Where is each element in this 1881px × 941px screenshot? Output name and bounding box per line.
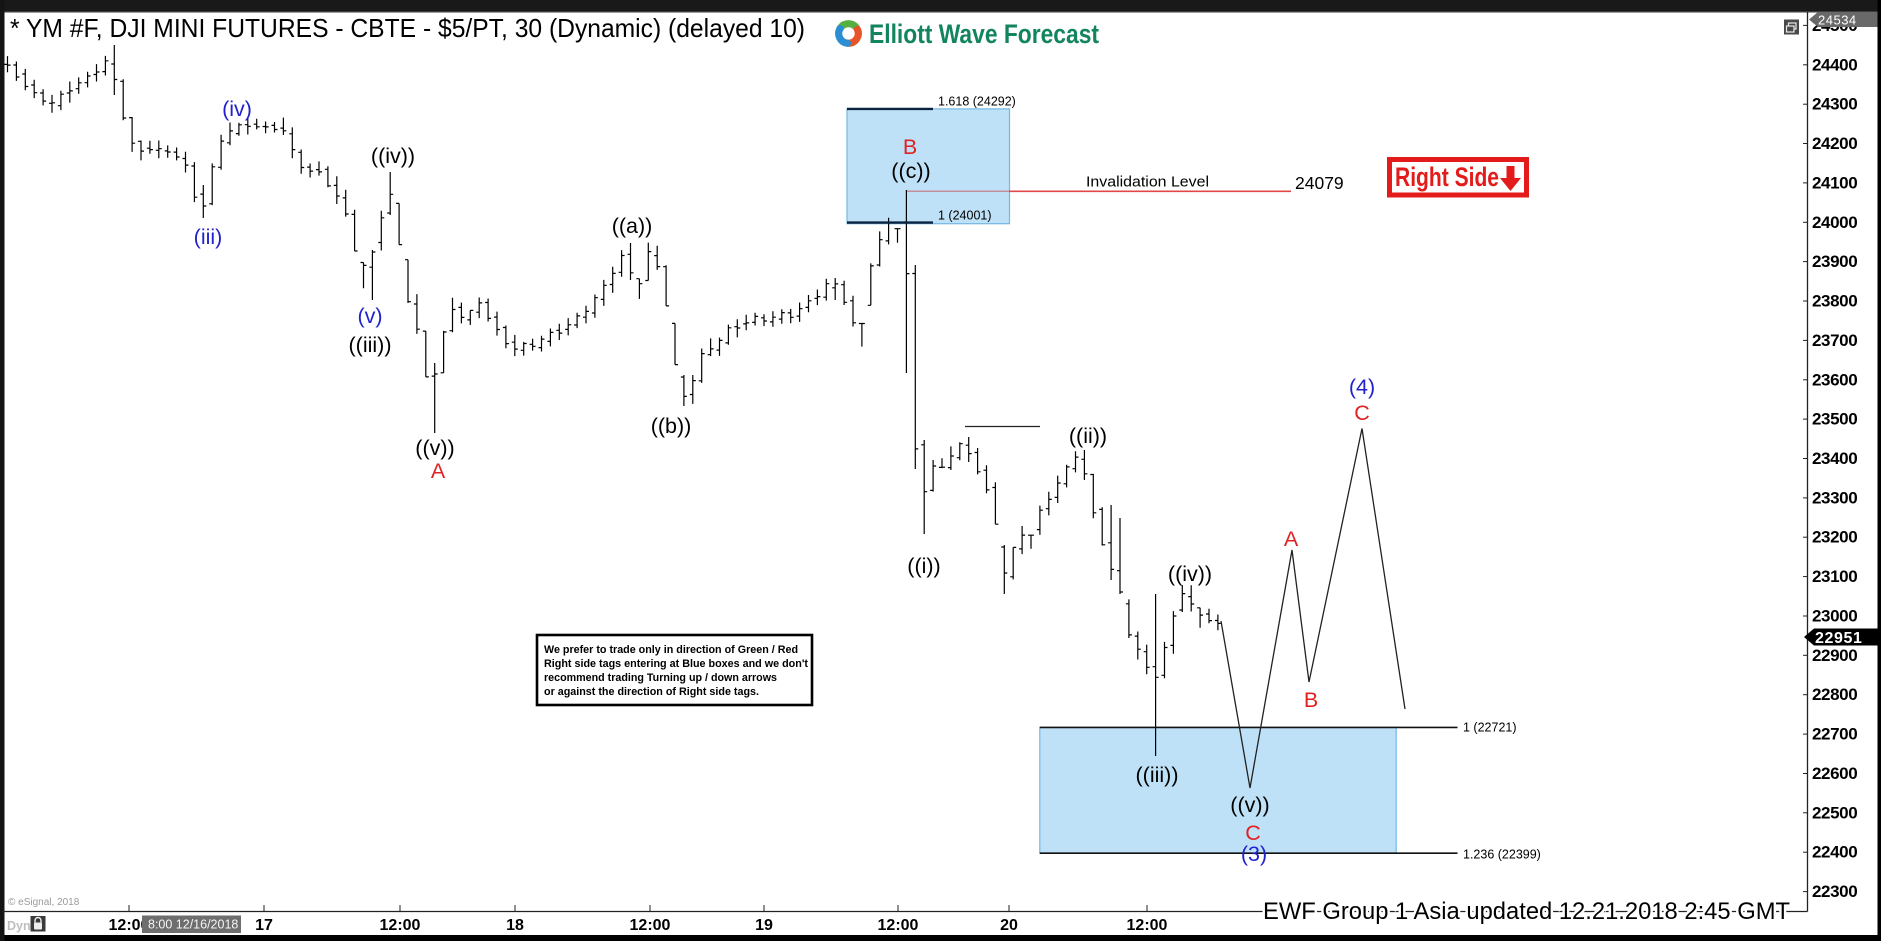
svg-text:(3): (3) [1241,842,1267,866]
svg-text:A: A [1284,527,1299,551]
svg-text:20: 20 [1000,917,1018,934]
svg-text:24100: 24100 [1812,173,1857,192]
svg-text:8:00 12/16/2018: 8:00 12/16/2018 [148,918,238,932]
svg-text:12:00: 12:00 [1127,917,1168,934]
svg-text:((iv)): ((iv)) [1168,562,1212,586]
svg-text:B: B [1304,688,1318,712]
svg-text:((a)): ((a)) [612,214,653,238]
svg-text:(v): (v) [357,304,382,328]
svg-text:24400: 24400 [1812,55,1857,74]
svg-text:((v)): ((v)) [415,436,454,460]
svg-text:22700: 22700 [1812,725,1857,744]
svg-text:23900: 23900 [1812,252,1857,271]
svg-text:23700: 23700 [1812,331,1857,350]
svg-text:24000: 24000 [1812,213,1857,232]
svg-text:23800: 23800 [1812,292,1857,311]
svg-text:((i)): ((i)) [907,554,940,578]
svg-text:((v)): ((v)) [1230,793,1269,817]
svg-text:C: C [1245,821,1261,845]
svg-text:© eSignal, 2018: © eSignal, 2018 [8,897,80,908]
svg-text:22951: 22951 [1815,630,1863,647]
svg-text:23600: 23600 [1812,370,1857,389]
svg-text:22300: 22300 [1812,882,1857,901]
svg-text:((b)): ((b)) [651,414,692,438]
svg-text:or against the direction of Ri: or against the direction of Right side t… [544,686,759,698]
svg-text:((iii)): ((iii)) [349,333,392,357]
svg-text:Right side tags entering at Bl: Right side tags entering at Blue boxes a… [544,658,808,670]
svg-text:C: C [1354,401,1370,425]
svg-text:1.618 (24292): 1.618 (24292) [938,95,1016,109]
svg-text:EWF Group 1 Asia updated 12.: EWF Group 1 Asia updated 12.21.2018 2:45… [1263,898,1790,925]
svg-text:(iv): (iv) [222,97,252,121]
svg-text:((iv)): ((iv)) [371,144,415,168]
svg-text:12:00: 12:00 [380,917,421,934]
svg-text:22500: 22500 [1812,803,1857,822]
svg-text:22800: 22800 [1812,685,1857,704]
svg-text:12:00: 12:00 [630,917,671,934]
svg-text:1 (22721): 1 (22721) [1463,721,1517,735]
svg-text:recommend trading Turning up /: recommend trading Turning up / down arro… [544,672,777,684]
svg-text:We prefer to trade only in dir: We prefer to trade only in direction of … [544,644,798,656]
svg-text:A: A [431,459,446,483]
svg-text:Invalidation Level: Invalidation Level [1086,174,1209,191]
svg-text:Dyn: Dyn [7,919,31,933]
svg-text:Elliott Wave Forecast: Elliott Wave Forecast [869,19,1099,49]
svg-text:24200: 24200 [1812,134,1857,153]
svg-text:24300: 24300 [1812,95,1857,114]
svg-text:Right Side: Right Side [1395,162,1499,192]
svg-text:12:00: 12:00 [878,917,919,934]
svg-text:(iii): (iii) [194,225,223,249]
svg-text:22900: 22900 [1812,646,1857,665]
svg-text:24079: 24079 [1295,173,1344,193]
svg-text:23500: 23500 [1812,410,1857,429]
svg-text:17: 17 [255,917,273,934]
svg-text:23200: 23200 [1812,528,1857,547]
svg-text:22600: 22600 [1812,764,1857,783]
svg-text:23400: 23400 [1812,449,1857,468]
svg-text:23000: 23000 [1812,607,1857,626]
svg-text:* YM #F, DJI MINI FUTURES - CB: * YM #F, DJI MINI FUTURES - CBTE - $5/PT… [10,13,805,43]
svg-text:((iii)): ((iii)) [1136,763,1179,787]
svg-text:12:00: 12:00 [109,917,150,934]
svg-text:1 (24001): 1 (24001) [938,209,992,223]
svg-text:18: 18 [506,917,524,934]
svg-text:22400: 22400 [1812,843,1857,862]
svg-text:(4): (4) [1349,375,1375,399]
svg-text:23300: 23300 [1812,488,1857,507]
svg-text:((c)): ((c)) [891,159,930,183]
svg-text:19: 19 [755,917,773,934]
svg-text:B: B [903,135,917,159]
svg-text:1.236 (22399): 1.236 (22399) [1463,848,1541,862]
svg-text:24534: 24534 [1818,13,1857,28]
svg-text:((ii)): ((ii)) [1069,424,1107,448]
svg-text:23100: 23100 [1812,567,1857,586]
